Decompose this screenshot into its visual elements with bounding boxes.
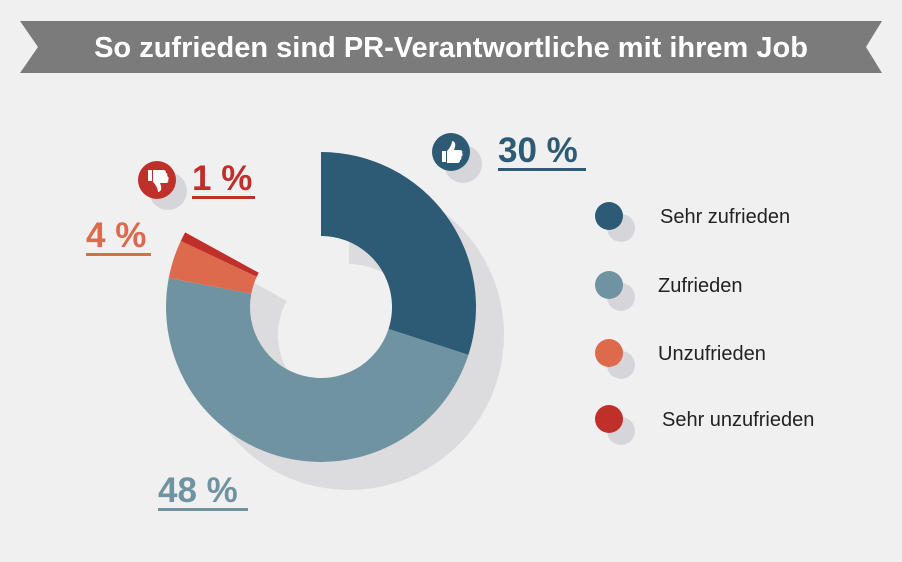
value-label-group-1: 48 % xyxy=(158,471,248,511)
legend-label-3: Sehr unzufrieden xyxy=(662,409,814,431)
legend: Sehr zufrieden Zufrieden Unzufrieden Seh… xyxy=(595,202,814,445)
value-underline-0 xyxy=(498,168,586,171)
value-label-3: 1 % xyxy=(192,159,252,198)
legend-label-0: Sehr zufrieden xyxy=(660,206,790,228)
value-label-0: 30 % xyxy=(498,131,578,170)
value-underline-3 xyxy=(192,196,255,199)
value-label-group-3: 1 % xyxy=(138,159,255,210)
value-label-group-2: 4 % xyxy=(86,216,151,256)
chart: So zufrieden sind PR-Verantwortliche mit… xyxy=(0,0,902,562)
title-banner: So zufrieden sind PR-Verantwortliche mit… xyxy=(20,21,882,73)
value-label-2: 4 % xyxy=(86,216,146,255)
legend-item-1: Zufrieden xyxy=(595,271,743,311)
legend-swatch-3 xyxy=(595,405,623,433)
legend-swatch-1 xyxy=(595,271,623,299)
value-underline-2 xyxy=(86,253,151,256)
thumbs-down-icon xyxy=(138,161,187,210)
legend-swatch-0 xyxy=(595,202,623,230)
value-label-1: 48 % xyxy=(158,471,238,510)
value-underline-1 xyxy=(158,508,248,511)
slice-0 xyxy=(321,152,476,355)
legend-swatch-2 xyxy=(595,339,623,367)
chart-title: So zufrieden sind PR-Verantwortliche mit… xyxy=(94,32,808,64)
value-label-group-0: 30 % xyxy=(432,131,586,183)
legend-item-0: Sehr zufrieden xyxy=(595,202,790,242)
legend-label-1: Zufrieden xyxy=(658,275,743,297)
legend-item-3: Sehr unzufrieden xyxy=(595,405,814,445)
legend-label-2: Unzufrieden xyxy=(658,343,766,365)
thumbs-up-icon xyxy=(432,133,482,183)
legend-item-2: Unzufrieden xyxy=(595,339,766,379)
